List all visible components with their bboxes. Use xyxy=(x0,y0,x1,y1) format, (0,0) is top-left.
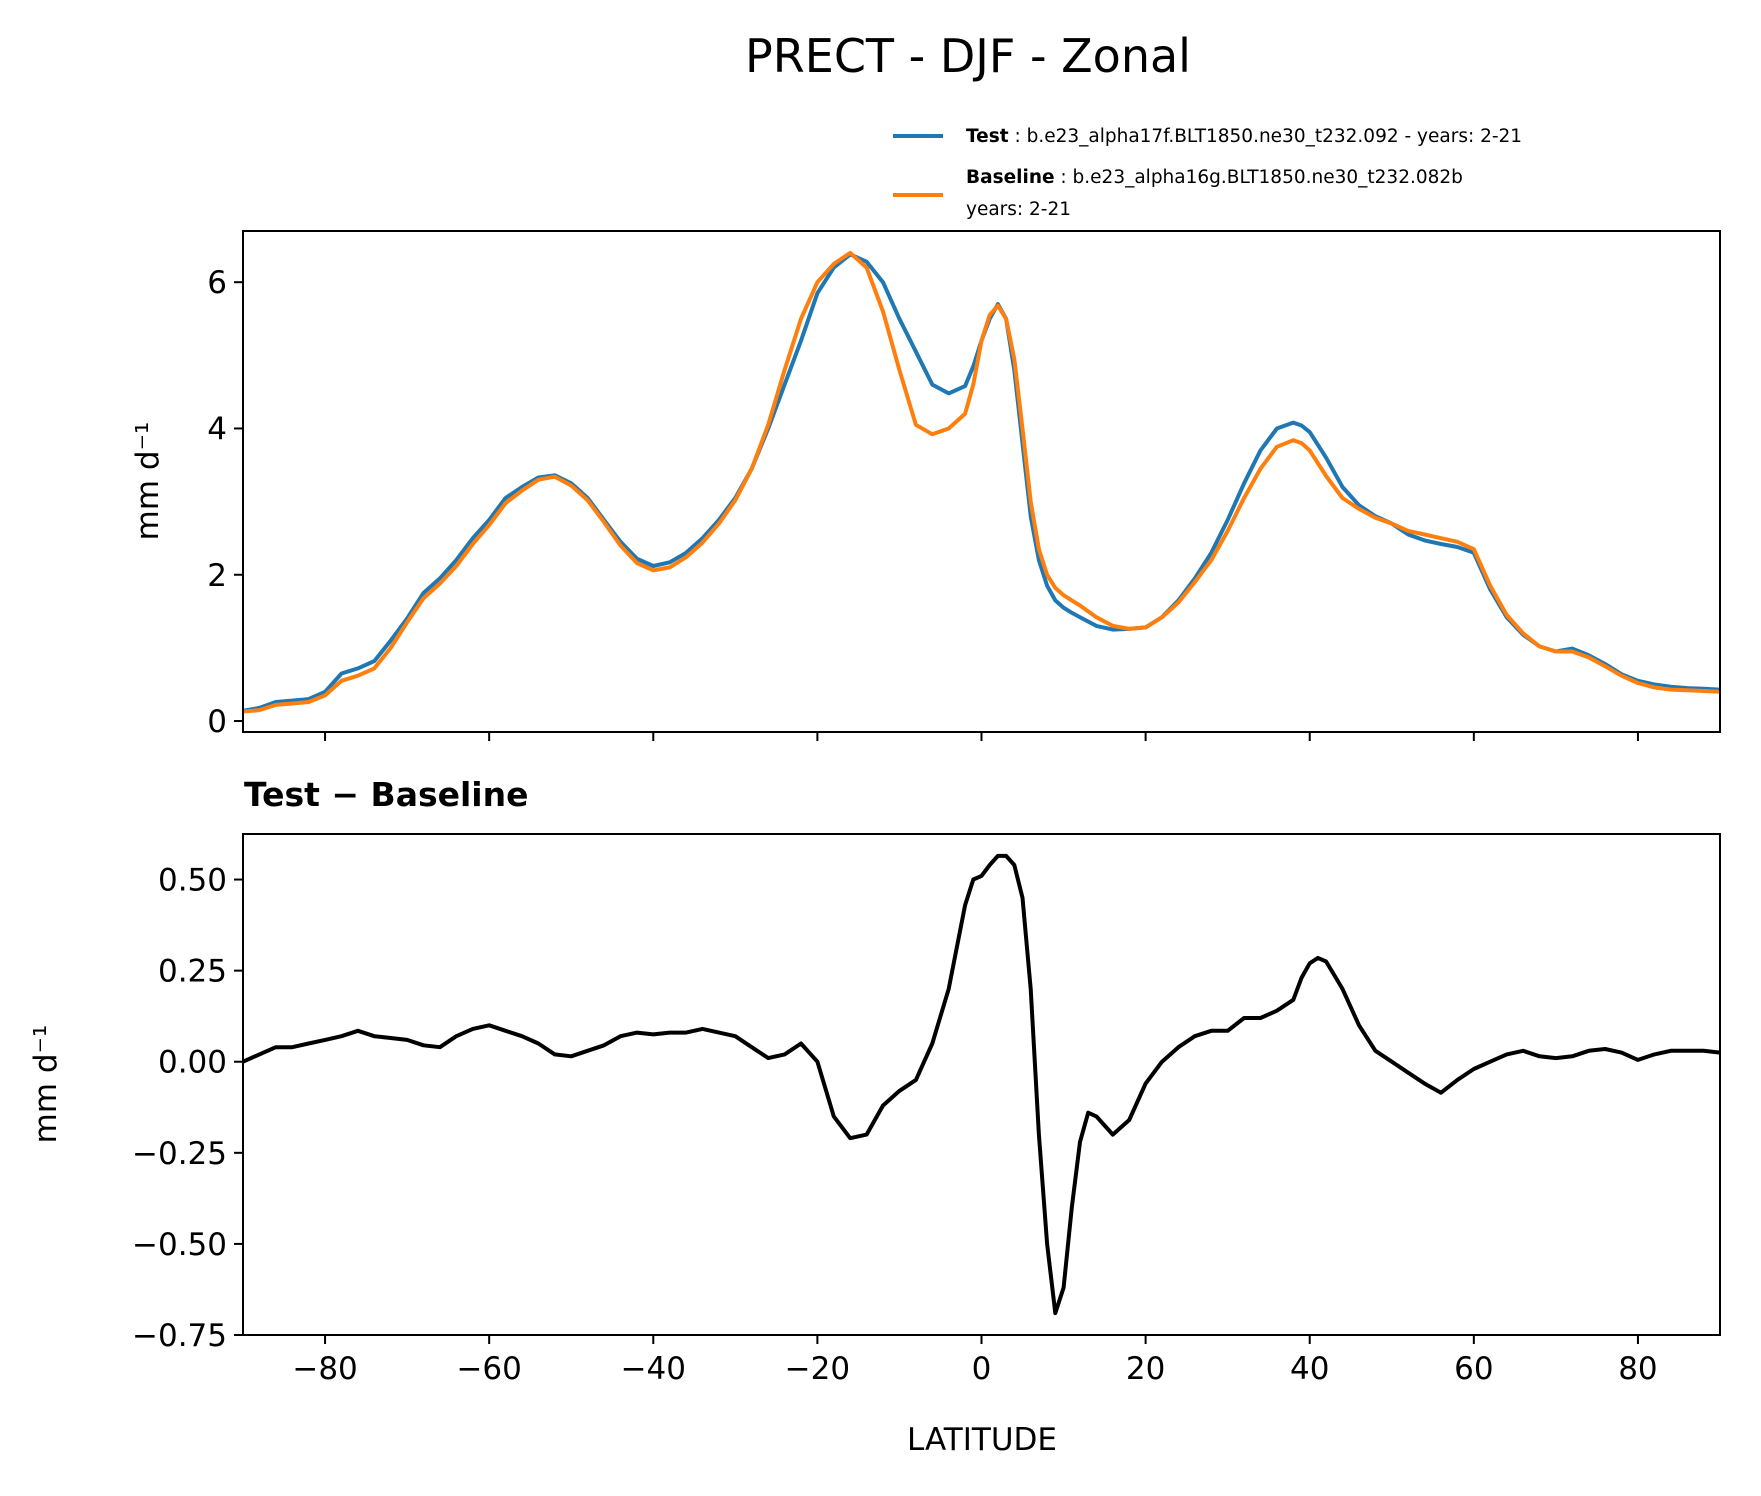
top-panel: 0 2 4 6 mm d⁻¹ xyxy=(130,230,1721,741)
top-y-axis-label: mm d⁻¹ xyxy=(130,422,166,541)
bottom-y-tick-label: 0.00 xyxy=(158,1045,227,1081)
legend: Test : b.e23_alpha17f.BLT1850.ne30_t232.… xyxy=(893,126,1522,220)
bottom-x-tick-label: 40 xyxy=(1290,1351,1329,1387)
top-lines xyxy=(242,250,1721,714)
bottom-panel: −80 −60 −40 −20 0 20 40 60 80 0.50 0.25 0.00 −0.25 −0… xyxy=(28,833,1721,1458)
legend-baseline-label: Baseline : b.e23_alpha16g.BLT1850.ne30_t… xyxy=(966,167,1463,188)
bottom-x-tick-label: 80 xyxy=(1618,1351,1657,1387)
bottom-y-axis-label: mm d⁻¹ xyxy=(28,1025,64,1144)
bottom-x-tick-label: −60 xyxy=(456,1351,521,1387)
top-y-tick-label: 2 xyxy=(207,558,227,594)
figure-title: PRECT - DJF - Zonal xyxy=(745,29,1191,83)
bottom-series-difference-line xyxy=(242,853,1721,1316)
top-y-tick-label: 0 xyxy=(207,704,227,740)
top-ticks: 0 2 4 6 xyxy=(207,265,1639,741)
bottom-y-tick-label: 0.50 xyxy=(158,863,227,899)
bottom-ticks: −80 −60 −40 −20 0 20 40 60 80 0.50 0.25 0.00 −0.25 −0… xyxy=(132,863,1658,1387)
legend-test-label: Test : b.e23_alpha17f.BLT1850.ne30_t232.… xyxy=(966,126,1522,147)
bottom-y-tick-label: −0.25 xyxy=(132,1136,227,1172)
x-axis-label: LATITUDE xyxy=(907,1422,1057,1458)
bottom-lines xyxy=(242,853,1721,1316)
bottom-x-tick-label: 0 xyxy=(972,1351,992,1387)
legend-baseline-label-line2: years: 2-21 xyxy=(966,199,1071,220)
bottom-y-tick-label: −0.75 xyxy=(132,1318,227,1354)
bottom-y-tick-label: 0.25 xyxy=(158,954,227,990)
bottom-x-tick-label: −80 xyxy=(292,1351,357,1387)
top-y-tick-label: 6 xyxy=(207,265,227,301)
bottom-x-tick-label: 20 xyxy=(1126,1351,1165,1387)
bottom-panel-title: Test − Baseline xyxy=(244,775,529,814)
bottom-x-tick-label: −20 xyxy=(785,1351,850,1387)
top-y-tick-label: 4 xyxy=(207,411,227,447)
top-plot-frame xyxy=(242,230,1721,733)
bottom-x-tick-label: 60 xyxy=(1454,1351,1493,1387)
bottom-y-tick-label: −0.50 xyxy=(132,1227,227,1263)
bottom-plot-frame xyxy=(242,833,1721,1336)
top-series-baseline-line xyxy=(242,250,1721,714)
bottom-x-tick-label: −40 xyxy=(621,1351,686,1387)
